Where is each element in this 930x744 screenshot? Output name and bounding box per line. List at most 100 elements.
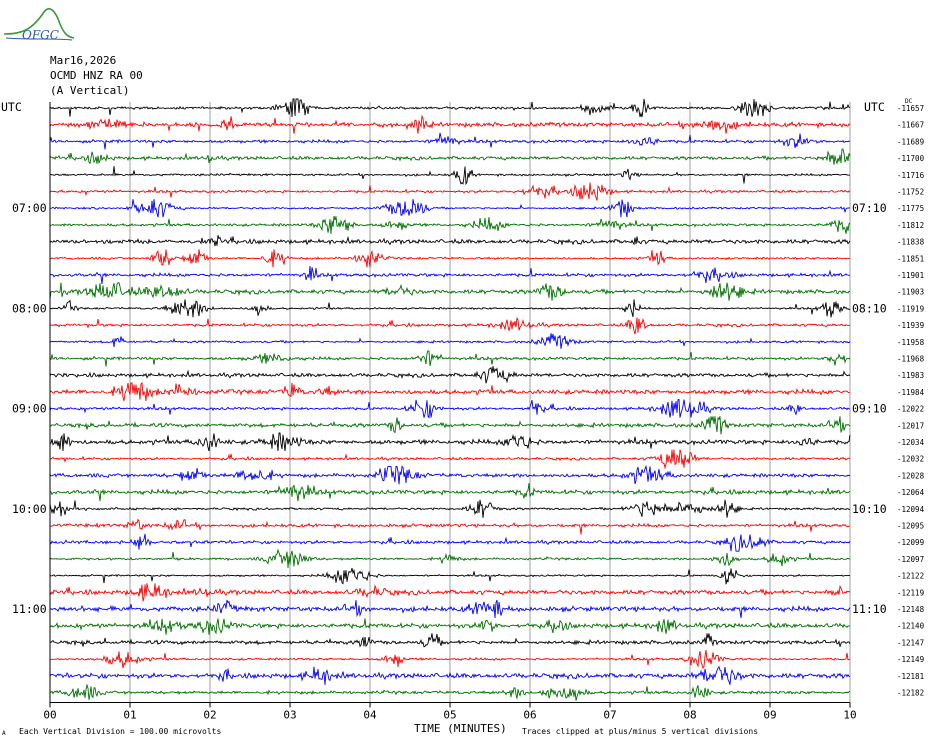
trace-row-18 bbox=[49, 399, 851, 419]
x-tick-label-10: 10 bbox=[843, 709, 856, 722]
left-hour-label-2: 09:00 bbox=[12, 402, 47, 416]
trace-row-27 bbox=[49, 548, 851, 568]
trace-offset-label-18: -12022 bbox=[897, 405, 924, 414]
x-tick-label-08: 08 bbox=[683, 709, 696, 722]
trace-offset-label-14: -11958 bbox=[897, 338, 925, 347]
trace-row-21 bbox=[49, 449, 851, 470]
trace-row-26 bbox=[49, 533, 851, 552]
trace-row-17 bbox=[49, 381, 851, 402]
right-hour-label-4: 11:10 bbox=[852, 602, 887, 616]
trace-row-8 bbox=[49, 235, 851, 247]
trace-offset-label-1: -11667 bbox=[897, 121, 924, 130]
clip-note: Traces clipped at plus/minus 5 vertical … bbox=[522, 727, 759, 736]
trace-offset-label-34: -12181 bbox=[897, 672, 924, 681]
trace-offset-label-23: -12064 bbox=[897, 488, 925, 497]
corner-mark: A bbox=[2, 730, 6, 737]
trace-offset-label-11: -11903 bbox=[897, 288, 924, 297]
ofgc-logo bbox=[3, 8, 74, 41]
x-tick-label-05: 05 bbox=[443, 709, 456, 722]
trace-offset-label-6: -11775 bbox=[897, 204, 924, 213]
trace-offset-label-8: -11838 bbox=[897, 238, 925, 247]
logo-text: OFGC bbox=[22, 28, 59, 42]
trace-offset-label-12: -11919 bbox=[897, 304, 924, 313]
trace-offset-label-4: -11716 bbox=[897, 171, 925, 180]
right-hour-label-3: 10:10 bbox=[852, 502, 887, 516]
trace-offset-label-33: -12149 bbox=[897, 655, 924, 664]
trace-row-5 bbox=[49, 182, 851, 201]
trace-row-23 bbox=[49, 483, 851, 502]
trace-row-2 bbox=[49, 132, 851, 150]
trace-row-0 bbox=[49, 98, 850, 118]
trace-row-19 bbox=[49, 416, 851, 435]
trace-offset-label-27: -12097 bbox=[897, 555, 924, 564]
x-tick-label-02: 02 bbox=[203, 709, 216, 722]
trace-row-13 bbox=[49, 316, 851, 335]
trace-offset-label-10: -11901 bbox=[897, 271, 924, 280]
trace-row-33 bbox=[49, 650, 851, 670]
trace-row-9 bbox=[50, 249, 851, 268]
x-tick-label-01: 01 bbox=[123, 709, 136, 722]
right-hour-label-0: 07:10 bbox=[852, 201, 887, 215]
trace-row-31 bbox=[49, 618, 851, 635]
trace-row-15 bbox=[49, 350, 851, 367]
trace-offset-label-3: -11700 bbox=[897, 154, 925, 163]
trace-offset-label-13: -11939 bbox=[897, 321, 924, 330]
trace-row-4 bbox=[49, 166, 851, 186]
trace-row-28 bbox=[49, 567, 851, 585]
trace-offset-label-5: -11752 bbox=[897, 188, 924, 197]
trace-offset-label-9: -11851 bbox=[897, 254, 924, 263]
station-label: OCMD HNZ RA 00 bbox=[50, 69, 143, 82]
left-hour-label-3: 10:00 bbox=[12, 502, 47, 516]
trace-row-11 bbox=[49, 282, 851, 301]
trace-offset-label-17: -11984 bbox=[897, 388, 925, 397]
trace-offset-label-22: -12028 bbox=[897, 471, 925, 480]
trace-row-20 bbox=[49, 432, 851, 452]
trace-offset-label-16: -11983 bbox=[897, 371, 924, 380]
trace-offset-label-29: -12119 bbox=[897, 588, 924, 597]
seismic-traces bbox=[49, 98, 851, 701]
trace-row-35 bbox=[50, 683, 851, 701]
trace-row-10 bbox=[49, 265, 850, 285]
left-hour-label-4: 11:00 bbox=[12, 602, 47, 616]
trace-row-3 bbox=[49, 148, 851, 165]
trace-offset-label-26: -12099 bbox=[897, 538, 924, 547]
x-tick-label-04: 04 bbox=[363, 709, 377, 722]
left-hour-label-0: 07:00 bbox=[12, 201, 47, 215]
component-label: (A Vertical) bbox=[50, 84, 130, 97]
minute-gridlines bbox=[49, 102, 851, 703]
left-hour-label-1: 08:00 bbox=[12, 301, 47, 315]
left-utc-label: UTC bbox=[1, 100, 22, 114]
date-label: Mar16,2026 bbox=[50, 54, 117, 67]
x-tick-label-00: 00 bbox=[43, 709, 56, 722]
trace-row-34 bbox=[49, 665, 851, 685]
trace-offset-label-28: -12122 bbox=[897, 572, 924, 581]
trace-offset-label-20: -12034 bbox=[897, 438, 925, 447]
trace-row-30 bbox=[49, 599, 851, 619]
trace-offset-label-31: -12140 bbox=[897, 622, 925, 631]
x-tick-label-06: 06 bbox=[523, 709, 536, 722]
trace-offset-label-19: -12017 bbox=[897, 421, 924, 430]
trace-offset-label-15: -11968 bbox=[897, 355, 925, 364]
trace-offset-label-30: -12148 bbox=[897, 605, 925, 614]
trace-row-6 bbox=[49, 199, 851, 218]
trace-row-32 bbox=[49, 633, 851, 648]
trace-row-12 bbox=[49, 299, 851, 318]
scale-note: Each Vertical Division = 100.00 microvol… bbox=[19, 727, 222, 736]
trace-offset-label-24: -12094 bbox=[897, 505, 925, 514]
trace-offset-label-0: -11657 bbox=[897, 104, 924, 113]
trace-row-29 bbox=[49, 583, 851, 602]
trace-offset-label-21: -12032 bbox=[897, 455, 924, 464]
x-tick-label-03: 03 bbox=[283, 709, 296, 722]
x-axis-title: TIME (MINUTES) bbox=[414, 722, 507, 735]
dc-header-label: DC bbox=[905, 98, 913, 105]
trace-row-16 bbox=[49, 366, 851, 384]
trace-row-1 bbox=[49, 114, 851, 134]
trace-row-14 bbox=[49, 333, 851, 349]
right-hour-label-2: 09:10 bbox=[852, 402, 887, 416]
trace-offset-label-25: -12095 bbox=[897, 522, 924, 531]
trace-offset-label-7: -11812 bbox=[897, 221, 924, 230]
trace-offset-label-35: -12182 bbox=[897, 689, 924, 698]
right-utc-label: UTC bbox=[864, 100, 885, 114]
right-hour-label-1: 08:10 bbox=[852, 301, 887, 315]
